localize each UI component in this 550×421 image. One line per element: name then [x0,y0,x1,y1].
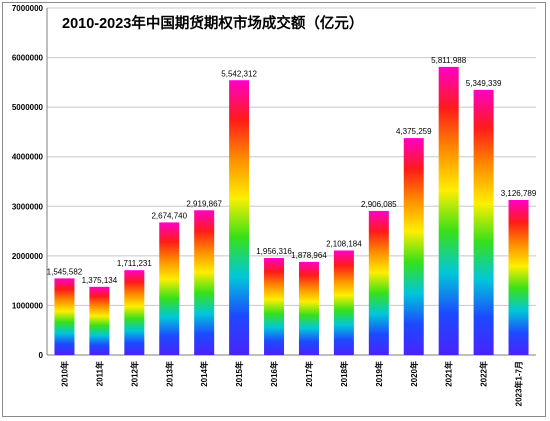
data-label: 5,349,339 [466,79,502,88]
x-tick-label: 2019年 [374,361,384,387]
data-label: 2,674,740 [151,211,187,220]
bar [508,200,529,355]
data-label: 3,126,789 [501,189,537,198]
x-tick-label: 2021年 [444,361,454,387]
bar [438,66,459,355]
bar [194,210,215,355]
y-tick-label: 7000000 [12,4,44,13]
x-tick-label: 2017年 [304,361,314,387]
data-label: 1,711,231 [117,259,153,268]
bar [368,210,389,355]
bar [298,261,319,355]
chart-title: 2010-2023年中国期货期权市场成交额（亿元） [62,16,364,32]
data-label: 2,906,085 [361,200,397,209]
bar [264,258,285,355]
bar [333,250,354,355]
x-tick-label: 2022年 [479,361,489,387]
bar [89,286,110,355]
y-tick-label: 0 [39,351,44,360]
x-tick-label: 2014年 [199,361,209,387]
y-tick-label: 1000000 [12,301,44,310]
y-tick-label: 3000000 [12,202,44,211]
bar [159,222,180,355]
y-tick-label: 4000000 [12,153,44,162]
y-tick-label: 2000000 [12,252,44,261]
bar [229,80,250,355]
x-tick-label: 2020年 [409,361,419,387]
y-tick-label: 5000000 [12,103,44,112]
bar [54,278,75,355]
data-label: 2,108,184 [326,239,362,248]
bar [403,138,424,355]
y-tick-label: 6000000 [12,54,44,63]
x-tick-label: 2016年 [269,361,279,387]
x-tick-label: 2018年 [339,361,349,387]
x-tick-label: 2015年 [234,361,244,387]
data-label: 1,956,316 [256,247,292,256]
x-tick-label: 2011年 [94,361,104,386]
bar [124,270,145,355]
data-label: 5,542,312 [221,69,257,78]
x-tick-label: 2010年 [59,361,69,387]
data-label: 5,811,988 [431,56,467,65]
data-label: 1,375,134 [82,276,118,285]
x-tick-label: 2012年 [129,361,139,387]
bar [473,89,494,355]
data-label: 1,878,964 [291,251,327,260]
x-tick-label: 2023年1-7月 [514,361,524,406]
data-label: 4,375,259 [396,127,432,136]
data-label: 2,919,867 [186,199,222,208]
x-tick-label: 2013年 [164,361,174,387]
data-label: 1,545,582 [47,267,83,276]
